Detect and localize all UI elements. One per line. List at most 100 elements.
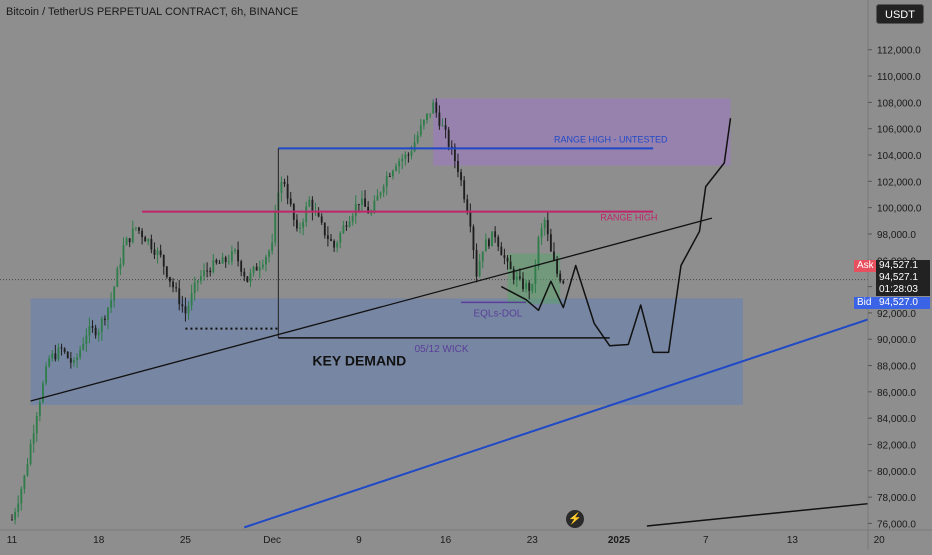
tradingview-logo-icon[interactable]: ⚡ — [566, 510, 584, 528]
candle-body — [110, 300, 113, 308]
ask-price-badge: 94,527.1 — [876, 260, 930, 272]
candle-body — [181, 304, 184, 307]
candle-body — [131, 228, 134, 243]
candle-body — [113, 286, 116, 301]
candle-body — [221, 257, 224, 264]
candle-body — [17, 503, 20, 512]
candle-body — [35, 416, 38, 434]
zones — [30, 98, 743, 405]
candle-body — [339, 233, 342, 243]
candle-body — [432, 102, 435, 114]
y-tick-label: 104,000.0 — [877, 151, 922, 162]
candle-body — [295, 219, 298, 229]
candle-body — [100, 318, 103, 333]
candle-body — [187, 305, 190, 314]
annotation-labels: RANGE HIGH - UNTESTED RANGE HIGH KEY DEMAN… — [312, 134, 668, 368]
candle-body — [85, 335, 88, 344]
x-tick-label: Dec — [263, 535, 281, 546]
candle-body — [472, 226, 475, 251]
candle-body — [212, 260, 215, 273]
candle-body — [283, 181, 286, 184]
candle-body — [546, 220, 549, 235]
candle-body — [525, 283, 528, 290]
candle-body — [23, 475, 26, 489]
candle-body — [540, 228, 543, 238]
candle-body — [354, 203, 357, 216]
candle-body — [147, 239, 150, 242]
candle-body — [385, 175, 388, 187]
candle-body — [286, 183, 289, 199]
candle-body — [66, 351, 69, 359]
candle-body — [116, 268, 119, 287]
candle-body — [119, 264, 122, 269]
candle-body — [404, 154, 407, 159]
candle-body — [469, 212, 472, 227]
candle-body — [515, 276, 518, 280]
candle-body — [60, 347, 63, 349]
candle-body — [172, 281, 174, 288]
candle-body — [478, 261, 481, 277]
x-tick-label: 23 — [527, 535, 539, 546]
candle-body — [488, 239, 490, 247]
y-tick-label: 78,000.0 — [877, 493, 916, 504]
candle-body — [466, 199, 469, 213]
candle-body — [317, 211, 320, 217]
candle-body — [559, 273, 562, 281]
currency-button[interactable]: USDT — [876, 4, 924, 24]
x-tick-label: 18 — [93, 535, 105, 546]
candle-body — [48, 358, 51, 367]
candle-body — [196, 280, 199, 283]
y-tick-label: 102,000.0 — [877, 177, 922, 188]
drawings — [30, 118, 869, 529]
y-tick-label: 84,000.0 — [877, 414, 916, 425]
candle-body — [450, 146, 453, 148]
lower-blue-trendline — [243, 318, 869, 529]
candle-body — [342, 225, 345, 234]
candle-body — [481, 251, 484, 262]
candle-body — [453, 146, 456, 161]
candle-body — [190, 293, 193, 306]
candle-body — [88, 326, 91, 336]
candle-body — [97, 332, 100, 336]
candle-body — [20, 488, 23, 504]
candle-body — [175, 287, 178, 289]
candle-body — [91, 326, 94, 328]
candle-body — [422, 120, 425, 126]
candle-body — [51, 353, 54, 359]
candle-body — [122, 245, 125, 265]
candle-body — [407, 154, 410, 156]
y-tick-label: 82,000.0 — [877, 440, 916, 451]
candle-body — [305, 206, 308, 222]
symbol-title: Bitcoin / TetherUS PERPETUAL CONTRACT, 6… — [6, 6, 299, 18]
candle-body — [410, 151, 413, 156]
candle-body — [308, 199, 311, 207]
candle-body — [370, 212, 373, 214]
candle-body — [274, 212, 277, 243]
candle-body — [153, 249, 156, 255]
candle-body — [243, 271, 246, 277]
candle-body — [379, 192, 382, 196]
y-tick-label: 108,000.0 — [877, 98, 922, 109]
y-tick-label: 86,000.0 — [877, 388, 916, 399]
candle-body — [484, 239, 487, 252]
candle-body — [234, 249, 236, 252]
candle-body — [413, 142, 416, 152]
candle-body — [79, 349, 82, 358]
candle-body — [150, 239, 153, 250]
candle-body — [351, 215, 354, 222]
candle-body — [444, 125, 447, 130]
candle-body — [45, 366, 47, 384]
candle-body — [138, 227, 140, 231]
candle-body — [162, 255, 165, 267]
candle-body — [562, 280, 565, 284]
candle-body — [103, 318, 106, 321]
candle-body — [497, 237, 500, 247]
candle-body — [258, 267, 261, 271]
candle-body — [522, 278, 524, 290]
candle-body — [556, 260, 559, 274]
candle-body — [125, 238, 128, 246]
candle-body — [141, 230, 144, 238]
